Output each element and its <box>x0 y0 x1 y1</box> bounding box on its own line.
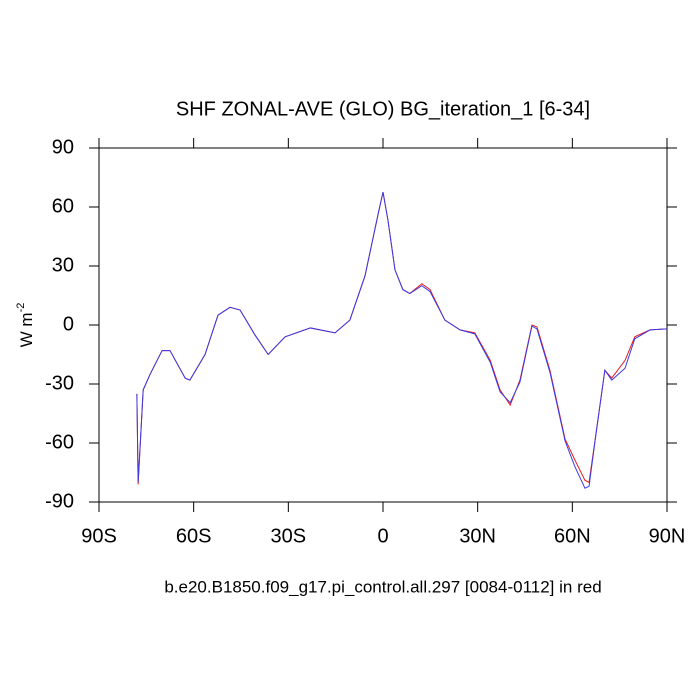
y-tick-label: 0 <box>63 313 74 335</box>
x-tick-label: 30S <box>271 525 307 547</box>
y-axis-label-superscript: -2 <box>15 303 27 313</box>
y-tick-label: 90 <box>52 136 74 158</box>
x-tick-label: 60S <box>176 525 212 547</box>
plot-frame <box>98 147 668 503</box>
chart-title: SHF ZONAL-AVE (GLO) BG_iteration_1 [6-34… <box>176 98 590 120</box>
y-axis-label: W m-2 <box>15 303 37 348</box>
x-tick-label: 0 <box>377 525 388 547</box>
data-line <box>136 191 668 489</box>
x-axis-label: b.e20.B1850.f09_g17.pi_control.all.297 [… <box>164 577 601 596</box>
x-tick-label: 90N <box>649 525 686 547</box>
x-tick-label: 90S <box>81 525 117 547</box>
y-tick-label: -90 <box>45 490 74 512</box>
y-tick-label: 30 <box>52 254 74 276</box>
y-tick-label: -30 <box>45 372 74 394</box>
y-tick-label: -60 <box>45 431 74 453</box>
x-tick-label: 30N <box>459 525 496 547</box>
y-tick-label: 60 <box>52 195 74 217</box>
x-tick-label: 60N <box>554 525 591 547</box>
data-line <box>136 191 668 485</box>
y-axis-label-text: W m <box>17 312 36 347</box>
